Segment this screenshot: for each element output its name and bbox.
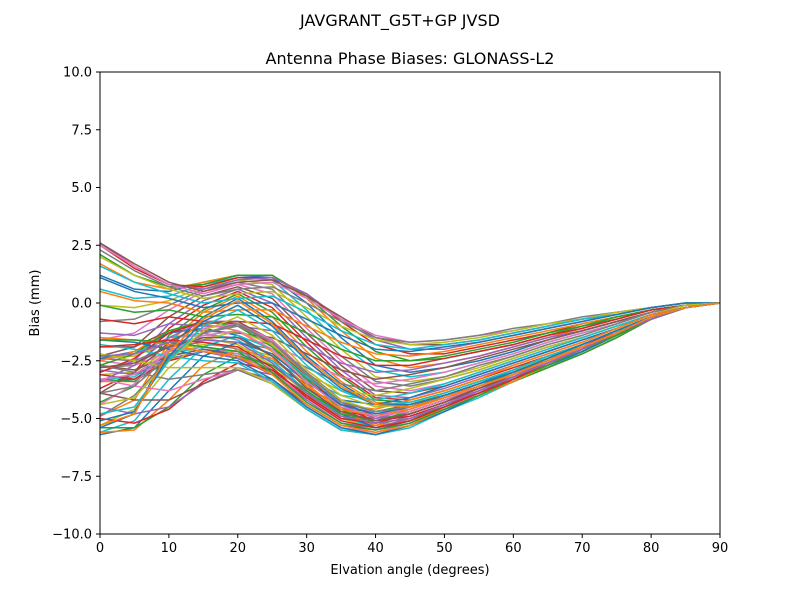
x-tick-label: 60 — [505, 541, 522, 556]
x-tick-label: 70 — [574, 541, 591, 556]
y-tick-label: 2.5 — [71, 239, 92, 254]
y-tick-label: 10.0 — [63, 66, 92, 81]
y-axis-label: Bias (mm) — [28, 270, 43, 337]
y-tick-label: 0.0 — [71, 297, 92, 312]
y-tick-label: −5.0 — [60, 412, 92, 427]
series-line-az110 — [99, 302, 721, 362]
x-tick-label: 20 — [230, 541, 247, 556]
x-axis: 0 10 20 30 40 50 60 70 80 90 — [96, 534, 728, 556]
series-line-az355 — [99, 299, 721, 427]
x-tick-label: 50 — [436, 541, 453, 556]
series-line-az310 — [100, 302, 721, 431]
figure-suptitle: JAVGRANT_G5T+GP JVSD — [299, 11, 500, 31]
x-tick-label: 10 — [161, 541, 178, 556]
y-tick-label: −2.5 — [60, 354, 92, 369]
series-line-az100 — [99, 276, 720, 353]
x-tick-label: 30 — [298, 541, 315, 556]
series-layer — [99, 242, 721, 436]
y-tick-label: 7.5 — [71, 123, 92, 138]
series-line-az090 — [99, 256, 720, 346]
y-tick-label: −7.5 — [60, 470, 92, 485]
x-tick-label: 90 — [712, 541, 729, 556]
x-tick-label: 40 — [367, 541, 384, 556]
x-tick-label: 0 — [96, 541, 104, 556]
y-axis: −10.0 −7.5 −5.0 −2.5 0.0 2.5 5.0 7.5 10.0 — [52, 66, 100, 543]
y-tick-label: −10.0 — [52, 528, 92, 543]
x-tick-label: 80 — [643, 541, 660, 556]
series-line-az350 — [99, 302, 721, 422]
chart-title: Antenna Phase Biases: GLONASS-L2 — [266, 49, 555, 68]
x-axis-label: Elvation angle (degrees) — [330, 563, 489, 578]
y-tick-label: 5.0 — [71, 181, 92, 196]
